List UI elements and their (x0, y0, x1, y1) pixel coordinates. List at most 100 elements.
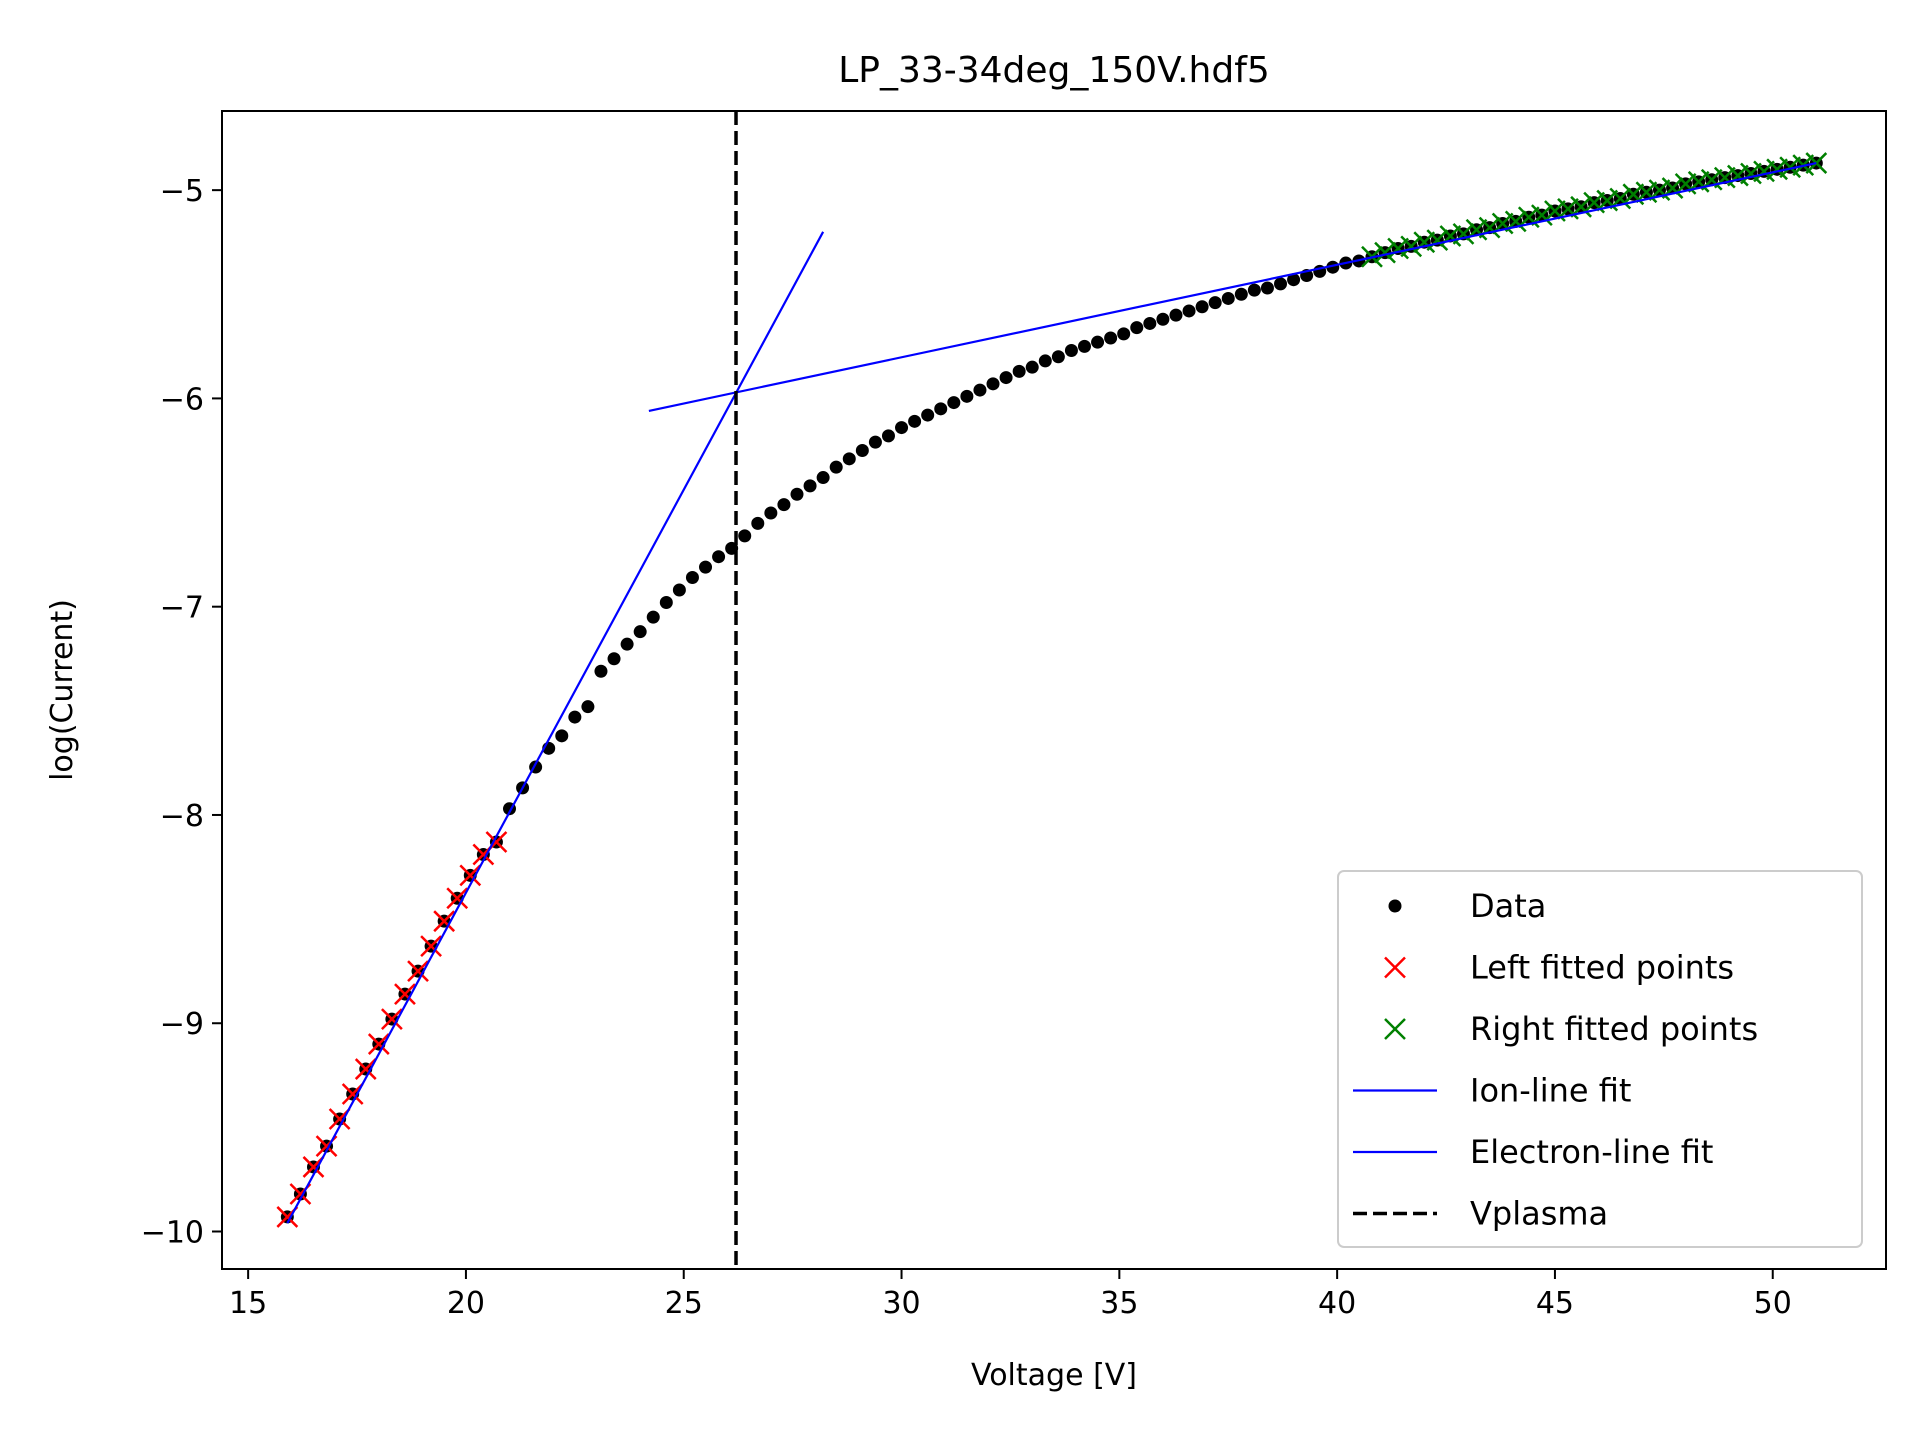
data-point (1221, 291, 1235, 305)
data-point (986, 377, 1000, 391)
x-tick-label: 20 (447, 1286, 485, 1321)
left-fitted-point (394, 983, 416, 1005)
right-fitted-point (1413, 231, 1436, 254)
data-point (607, 652, 621, 666)
data-point (1130, 321, 1144, 335)
legend-entry: Left fitted points (1384, 949, 1734, 987)
y-tick-label: −5 (160, 174, 204, 209)
data-point (868, 435, 882, 449)
left-fitted-point (420, 935, 442, 958)
data-point (659, 596, 673, 610)
left-fitted-point (381, 1008, 403, 1030)
data-point (738, 529, 752, 543)
right-fitted-point (1766, 158, 1788, 181)
data-point (829, 460, 843, 474)
data-point (646, 610, 660, 624)
legend-box (1337, 870, 1863, 1248)
data-point (1077, 339, 1091, 353)
electron-line-fit (648, 161, 1817, 412)
data-point (1247, 283, 1261, 297)
legend-x-marker (1384, 1018, 1406, 1040)
series-layer (276, 111, 1828, 1269)
data-point (685, 571, 699, 585)
data-point (1287, 273, 1301, 287)
legend: Data Left fitted points Right fitted point… (1337, 870, 1863, 1248)
data-point (960, 389, 974, 403)
y-tick-label: −6 (160, 382, 204, 417)
ticks-layer: 15 20 25 30 35 40 45 50 −10 −9 −8 −7 −6 −5 (141, 174, 1792, 1321)
legend-label: Data (1470, 887, 1546, 925)
data-point (895, 421, 909, 435)
right-fitted-point (1452, 222, 1475, 245)
data-point (881, 429, 895, 443)
legend-label: Left fitted points (1470, 949, 1734, 987)
data-point (999, 371, 1013, 385)
left-fitted-point (407, 960, 429, 983)
data-point (777, 498, 791, 512)
left-fitted-point (354, 1058, 377, 1080)
chart-title: LP_33-34deg_150V.hdf5 (838, 50, 1270, 91)
data-point (764, 506, 778, 520)
data-point (620, 637, 634, 651)
plot-frame (221, 110, 1887, 1270)
legend-label: Right fitted points (1470, 1010, 1758, 1048)
y-tick-label: −8 (160, 799, 204, 834)
data-point (1195, 300, 1209, 314)
x-tick-label: 30 (882, 1286, 920, 1321)
x-tick-label: 35 (1100, 1286, 1138, 1321)
data-point (633, 625, 647, 639)
left-fitted-point (433, 910, 456, 933)
ion-line-fit (286, 231, 825, 1224)
legend-entry: Ion-line fit (1353, 1072, 1631, 1110)
right-fitted-point (1387, 237, 1410, 260)
data-point (908, 414, 922, 428)
legend-entry: Electron-line fit (1353, 1133, 1713, 1171)
data-point (1156, 312, 1170, 326)
data-point (1025, 360, 1039, 374)
left-fitted-point (446, 887, 469, 910)
x-axis-label: Voltage [V] (971, 1358, 1137, 1393)
data-point (842, 452, 856, 466)
data-point (1038, 354, 1052, 368)
right-fitted-point (1674, 173, 1697, 195)
data-point (751, 516, 765, 530)
right-fitted-point (1400, 235, 1423, 258)
x-tick-label: 40 (1318, 1286, 1356, 1321)
data-point (816, 471, 830, 485)
legend-entries: Data Left fitted points Right fitted point… (1353, 887, 1758, 1233)
data-point (1260, 281, 1274, 295)
data-point (699, 560, 713, 574)
legend-x-marker (1384, 956, 1406, 979)
x-tick-label: 45 (1536, 1286, 1574, 1321)
data-point (712, 550, 726, 564)
data-point (803, 479, 817, 493)
right-fitted-point (1753, 160, 1775, 183)
legend-entry: Right fitted points (1384, 1010, 1758, 1048)
y-axis-label: log(Current) (45, 599, 80, 781)
right-fitted-point (1596, 189, 1619, 212)
data-point (581, 700, 595, 714)
data-point (1208, 296, 1222, 310)
y-tick-label: −10 (141, 1216, 204, 1251)
data-point (855, 443, 869, 457)
data-point (1234, 287, 1248, 301)
data-point (672, 583, 686, 597)
data-point (555, 729, 569, 743)
x-tick-label: 50 (1754, 1286, 1792, 1321)
right-fitted-point (1374, 241, 1396, 264)
right-fitted-point (1779, 156, 1802, 179)
data-point (1064, 344, 1078, 358)
left-fitted-point (367, 1033, 390, 1055)
right-fitted-point (1740, 162, 1762, 185)
y-tick-label: −9 (160, 1007, 204, 1042)
legend-label: Vplasma (1470, 1195, 1608, 1233)
data-point (973, 383, 987, 397)
data-point (790, 487, 804, 501)
y-tick-label: −7 (160, 591, 204, 626)
data-point (921, 408, 935, 422)
right-fitted-point (1635, 181, 1658, 204)
left-fitted-point (341, 1083, 364, 1105)
legend-entry: Vplasma (1353, 1195, 1608, 1233)
left-fitted-point (459, 864, 482, 887)
